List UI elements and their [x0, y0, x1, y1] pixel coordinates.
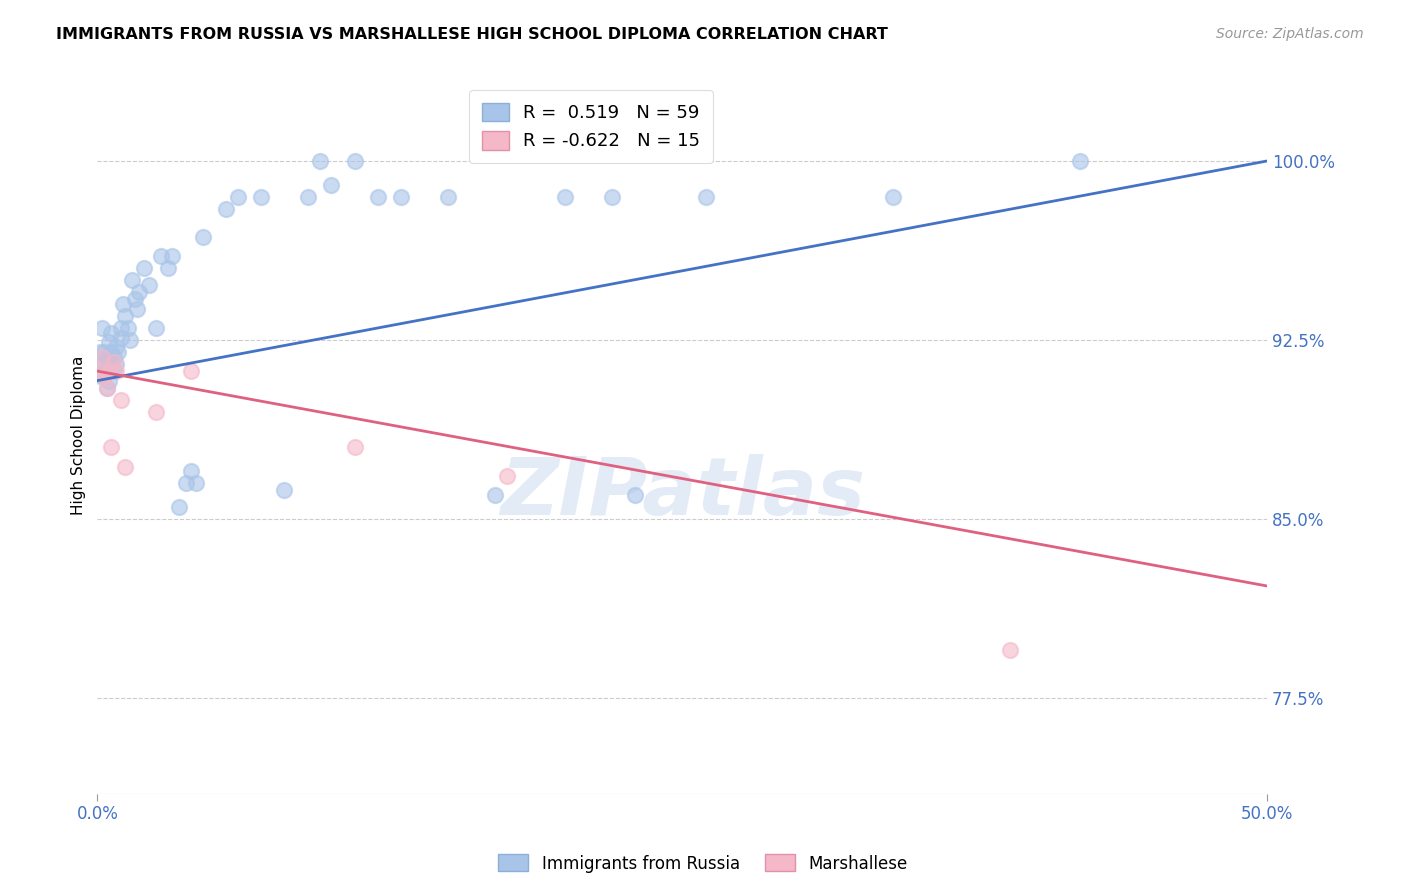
Point	[180, 464, 202, 478]
Point	[91, 350, 114, 364]
Point	[184, 476, 207, 491]
Point	[391, 190, 413, 204]
Text: Source: ZipAtlas.com: Source: ZipAtlas.com	[1216, 27, 1364, 41]
Point	[100, 441, 122, 455]
Point	[93, 345, 115, 359]
Point	[554, 190, 576, 204]
Point	[167, 500, 190, 515]
Point	[96, 381, 118, 395]
Point	[120, 333, 142, 347]
Point	[105, 357, 128, 371]
Point	[98, 354, 121, 368]
Text: IMMIGRANTS FROM RUSSIA VS MARSHALLESE HIGH SCHOOL DIPLOMA CORRELATION CHART: IMMIGRANTS FROM RUSSIA VS MARSHALLESE HI…	[56, 27, 889, 42]
Point	[134, 261, 156, 276]
Point	[600, 190, 623, 204]
Point	[882, 190, 904, 204]
Point	[156, 261, 179, 276]
Point	[107, 345, 129, 359]
Point	[138, 278, 160, 293]
Y-axis label: High School Diploma: High School Diploma	[72, 356, 86, 516]
Point	[89, 345, 111, 359]
Point	[103, 354, 125, 368]
Point	[624, 488, 647, 502]
Point	[145, 321, 167, 335]
Point	[91, 357, 114, 371]
Point	[250, 190, 273, 204]
Point	[110, 392, 132, 407]
Point	[191, 230, 214, 244]
Point	[96, 364, 118, 378]
Point	[226, 190, 249, 204]
Point	[100, 345, 122, 359]
Point	[114, 459, 136, 474]
Point	[103, 364, 125, 378]
Point	[160, 250, 183, 264]
Point	[110, 321, 132, 335]
Point	[96, 350, 118, 364]
Point	[105, 364, 128, 378]
Point	[273, 483, 295, 498]
Point	[495, 469, 517, 483]
Point	[321, 178, 343, 192]
Legend: R =  0.519   N = 59, R = -0.622   N = 15: R = 0.519 N = 59, R = -0.622 N = 15	[470, 90, 713, 163]
Point	[484, 488, 506, 502]
Point	[998, 643, 1021, 657]
Legend: Immigrants from Russia, Marshallese: Immigrants from Russia, Marshallese	[492, 847, 914, 880]
Point	[93, 357, 115, 371]
Point	[343, 441, 366, 455]
Point	[105, 340, 128, 354]
Point	[180, 364, 202, 378]
Point	[98, 374, 121, 388]
Point	[96, 381, 118, 395]
Point	[93, 368, 115, 383]
Point	[437, 190, 460, 204]
Point	[149, 250, 172, 264]
Point	[308, 153, 330, 168]
Point	[89, 368, 111, 383]
Point	[93, 368, 115, 383]
Point	[174, 476, 197, 491]
Point	[297, 190, 319, 204]
Point	[100, 326, 122, 340]
Text: ZIPatlas: ZIPatlas	[499, 454, 865, 532]
Point	[114, 309, 136, 323]
Point	[215, 202, 238, 216]
Point	[128, 285, 150, 300]
Point	[98, 364, 121, 378]
Point	[343, 153, 366, 168]
Point	[91, 321, 114, 335]
Point	[367, 190, 389, 204]
Point	[1069, 153, 1091, 168]
Point	[124, 293, 146, 307]
Point	[112, 297, 135, 311]
Point	[117, 321, 139, 335]
Point	[145, 405, 167, 419]
Point	[121, 273, 143, 287]
Point	[695, 190, 717, 204]
Point	[98, 335, 121, 350]
Point	[103, 350, 125, 364]
Point	[89, 364, 111, 378]
Point	[110, 331, 132, 345]
Point	[127, 301, 149, 316]
